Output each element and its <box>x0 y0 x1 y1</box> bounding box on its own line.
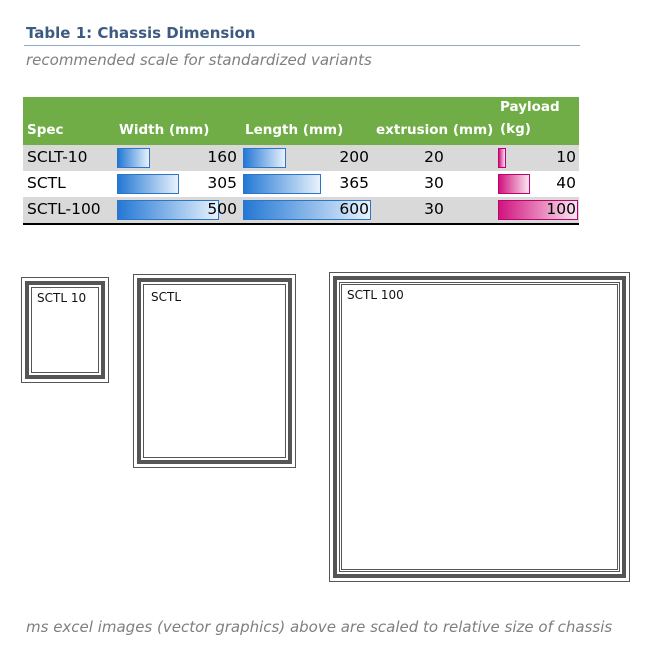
length-cell: 600 <box>339 200 369 218</box>
chassis-frame-sctl[interactable]: SCTL <box>133 274 296 468</box>
footer-note: ms excel images (vector graphics) above … <box>26 618 613 636</box>
width-cell: 305 <box>207 174 237 192</box>
payload-cell: 40 <box>556 174 576 192</box>
header-extrusion: extrusion (mm) <box>376 122 494 138</box>
width-databar <box>117 200 219 220</box>
payload-databar <box>498 148 506 168</box>
table-subtitle: recommended scale for standardized varia… <box>26 51 372 69</box>
chassis-frame-sctl-100[interactable]: SCTL 100 <box>329 272 630 582</box>
chassis-frame-sctl-10[interactable]: SCTL 10 <box>21 277 109 383</box>
length-databar <box>243 200 371 220</box>
width-cell: 500 <box>207 200 237 218</box>
width-cell: 160 <box>207 148 237 166</box>
length-databar <box>243 148 286 168</box>
payload-cell: 10 <box>556 148 576 166</box>
table-title: Table 1: Chassis Dimension <box>26 24 256 42</box>
payload-databar <box>498 174 530 194</box>
header-payload: Payload (kg) <box>500 99 560 137</box>
title-underline <box>24 45 580 46</box>
header-length: Length (mm) <box>245 122 344 138</box>
header-spec: Spec <box>27 122 64 138</box>
spec-cell: SCTL <box>27 174 66 192</box>
table-row: SCLT-10 160 200 20 10 <box>23 145 579 171</box>
length-databar <box>243 174 321 194</box>
spec-cell: SCLT-10 <box>27 148 88 166</box>
extrusion-cell: 20 <box>424 148 444 166</box>
extrusion-cell: 30 <box>424 200 444 218</box>
length-cell: 200 <box>339 148 369 166</box>
spec-cell: SCTL-100 <box>27 200 101 218</box>
table-header-row: Spec Width (mm) Length (mm) extrusion (m… <box>23 97 579 145</box>
header-width: Width (mm) <box>119 122 210 138</box>
chassis-dimension-table: Spec Width (mm) Length (mm) extrusion (m… <box>23 97 579 225</box>
frame-label: SCTL <box>151 290 182 304</box>
length-cell: 365 <box>339 174 369 192</box>
width-databar <box>117 148 150 168</box>
payload-cell: 100 <box>546 200 576 218</box>
frame-label: SCTL 10 <box>37 291 87 305</box>
payload-databar <box>498 200 578 220</box>
table-row: SCTL 305 365 30 40 <box>23 171 579 197</box>
width-databar <box>117 174 179 194</box>
table-row: SCTL-100 500 600 30 100 <box>23 197 579 225</box>
extrusion-cell: 30 <box>424 174 444 192</box>
frame-label: SCTL 100 <box>347 288 404 302</box>
